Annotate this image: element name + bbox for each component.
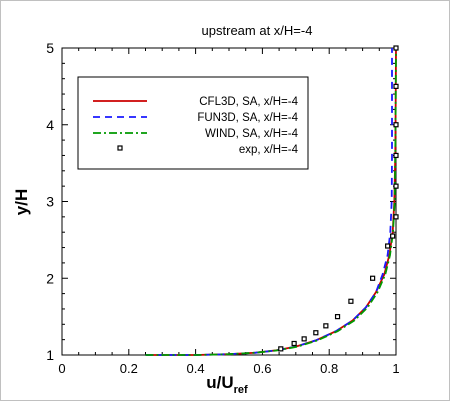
exp-marker [390,233,396,239]
exp-marker [393,214,399,220]
y-tick-label: 5 [46,40,54,56]
exp-marker [393,122,399,128]
exp-marker [393,83,399,89]
series-2 [145,47,397,356]
series-line-1 [145,48,393,356]
y-axis-label: y/H [12,189,31,215]
y-tick-label: 3 [46,194,54,210]
exp-marker [348,298,354,304]
series-layer [145,45,399,356]
chart-title: upstream at x/H=-4 [202,23,313,38]
exp-marker [313,330,319,336]
series-1 [145,48,393,356]
exp-marker [370,275,376,281]
x-tick-label: 0.4 [187,361,205,376]
y-tick-label: 4 [46,117,54,133]
exp-marker [301,336,307,342]
exp-marker [291,340,297,347]
x-axis-label-subscript: ref [234,384,248,396]
x-tick-label: 0.2 [120,361,138,376]
y-tick-label: 2 [46,270,54,286]
legend-box [77,76,309,170]
exp-marker [278,346,284,352]
x-tick-label: 1 [392,361,399,376]
legend-swatch [117,145,123,151]
legend-label: CFL3D, SA, x/H=-4 [199,96,298,108]
exp-marker [393,45,399,51]
legend-label: WIND, SA, x/H=-4 [205,128,299,140]
x-axis-label: u/Uref [206,373,248,396]
exp-marker [393,152,399,159]
x-tick-label: 0 [58,361,65,376]
exp-marker [334,314,341,320]
legend-label: FUN3D, SA, x/H=-4 [197,112,298,124]
exp-marker [385,243,391,249]
x-tick-label: 0.6 [253,361,271,376]
series-line-2 [145,47,397,356]
exp-marker [323,323,329,329]
legend-label: exp, x/H=-4 [239,144,299,156]
y-tick-label: 1 [46,347,54,363]
exp-marker [393,183,399,189]
legend: CFL3D, SA, x/H=-4 FUN3D, SA, x/H=-4 WIND, … [77,76,309,170]
x-tick-label: 0.8 [320,361,338,376]
series-3 [278,45,399,352]
x-axis-label-main: u/U [206,373,233,392]
